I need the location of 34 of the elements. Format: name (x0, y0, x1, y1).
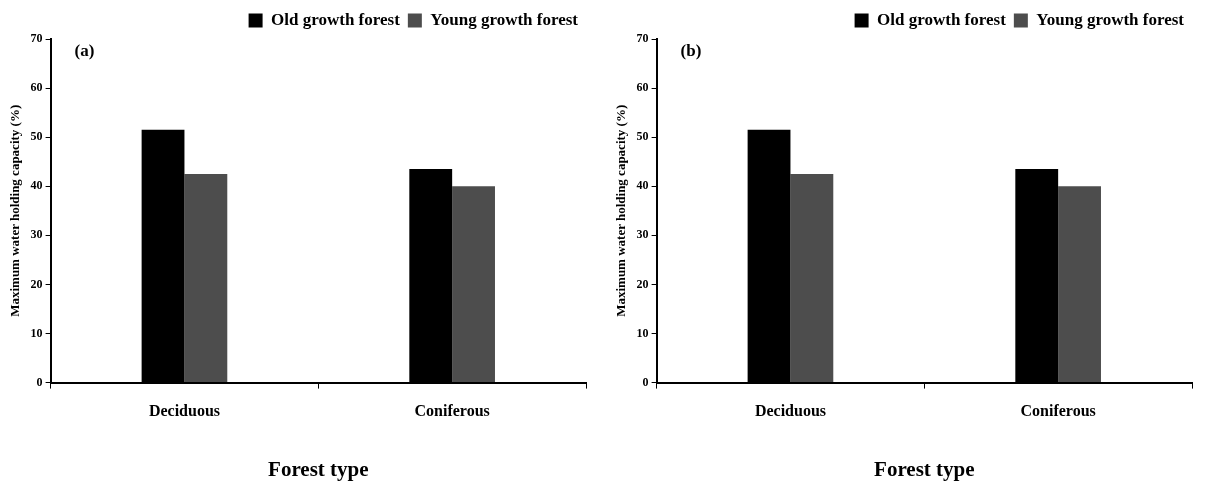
y-tick-label: 30 (636, 227, 649, 242)
y-tick-label: 20 (636, 276, 649, 291)
y-tick-label: 0 (36, 374, 43, 389)
bar (1058, 186, 1101, 383)
y-tick-label: 40 (30, 178, 43, 193)
x-axis-title: Forest type (874, 456, 975, 481)
y-tick-label: 60 (636, 80, 649, 95)
y-tick-label: 20 (30, 276, 43, 291)
y-tick-label: 30 (30, 227, 43, 242)
x-tick-label: Deciduous (754, 402, 827, 420)
legend-label: Old growth forest (877, 9, 1007, 29)
legend-label: Young growth forest (430, 9, 579, 29)
y-tick-label: 40 (636, 178, 649, 193)
legend-label: Young growth forest (1036, 9, 1185, 29)
legend-label: Old growth forest (271, 9, 401, 29)
y-tick-label: 50 (30, 129, 43, 144)
y-tick-label: 10 (30, 325, 43, 340)
y-tick-label: 10 (636, 325, 649, 340)
y-tick-label: 70 (30, 31, 43, 46)
bar (790, 173, 834, 383)
annotation: (a) (74, 40, 95, 60)
y-tick-label: 70 (636, 31, 649, 46)
y-axis-title: Maximum water holding capacity (%) (613, 104, 629, 317)
y-tick-label: 60 (30, 80, 43, 95)
y-tick-label: 0 (642, 374, 649, 389)
y-axis-title: Maximum water holding capacity (%) (7, 104, 23, 317)
x-axis-title: Forest type (268, 456, 369, 481)
x-tick-label: Coniferous (414, 402, 490, 420)
x-tick-label: Deciduous (148, 402, 221, 420)
x-tick-label: Coniferous (1020, 402, 1096, 420)
bar (184, 173, 228, 383)
y-tick-label: 50 (636, 129, 649, 144)
annotation: (b) (680, 40, 702, 60)
bar (452, 186, 495, 383)
